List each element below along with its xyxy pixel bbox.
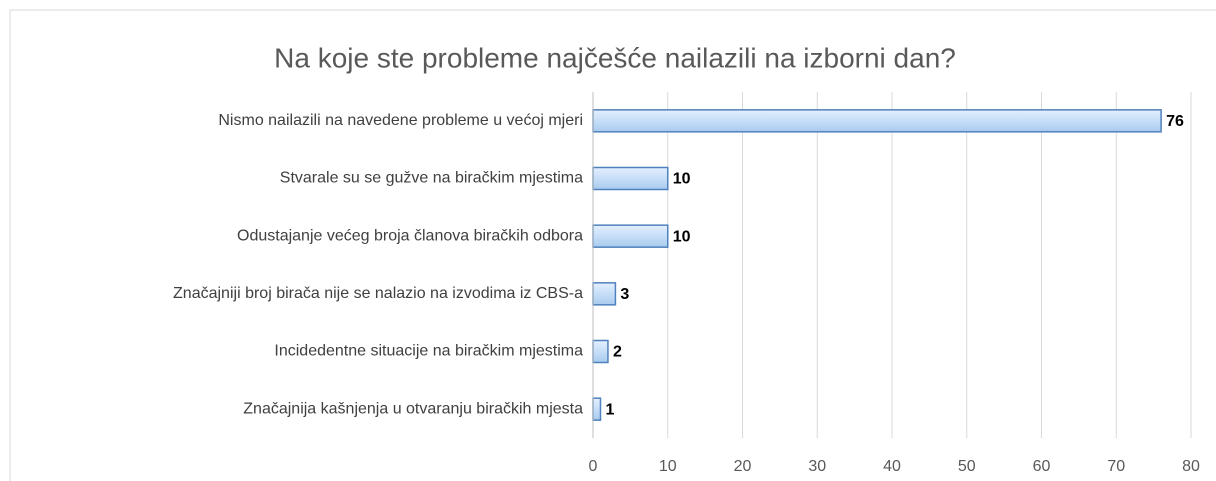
bar [592,109,1162,133]
y-tick-label: Odustajanje većeg broja članova biračkih… [237,227,583,244]
x-tick-label: 60 [1033,458,1051,475]
data-label: 10 [673,228,691,245]
bar [592,397,602,421]
x-tick-label: 10 [659,458,677,475]
x-tick-label: 0 [589,458,598,475]
data-label: 2 [613,344,622,361]
data-label: 76 [1166,113,1184,130]
bar [592,224,669,248]
x-tick-label: 30 [808,458,826,475]
y-tick-label: Incidedentne situacije na biračkim mjest… [274,343,583,360]
y-tick-label: Značajniji broj birača nije se nalazio n… [173,285,583,302]
x-tick-label: 70 [1107,458,1125,475]
x-tick-label: 50 [958,458,976,475]
chart-border [9,9,1216,481]
data-label: 1 [605,401,614,418]
y-tick-label: Nismo nailazili na navedene probleme u v… [218,112,583,129]
y-tick-label: Stvarale su se gužve na biračkim mjestim… [280,170,583,187]
data-label: 10 [673,171,691,188]
x-tick-label: 40 [883,458,901,475]
chart-title: Na koje ste probleme najčešće nailazili … [274,42,956,73]
bar [592,282,617,306]
x-tick-label: 80 [1182,458,1200,475]
x-tick-label: 20 [734,458,752,475]
data-label: 3 [620,286,629,303]
bar [592,166,669,191]
y-tick-label: Značajnija kašnjenja u otvaranju birački… [243,400,583,417]
bar [592,339,609,364]
